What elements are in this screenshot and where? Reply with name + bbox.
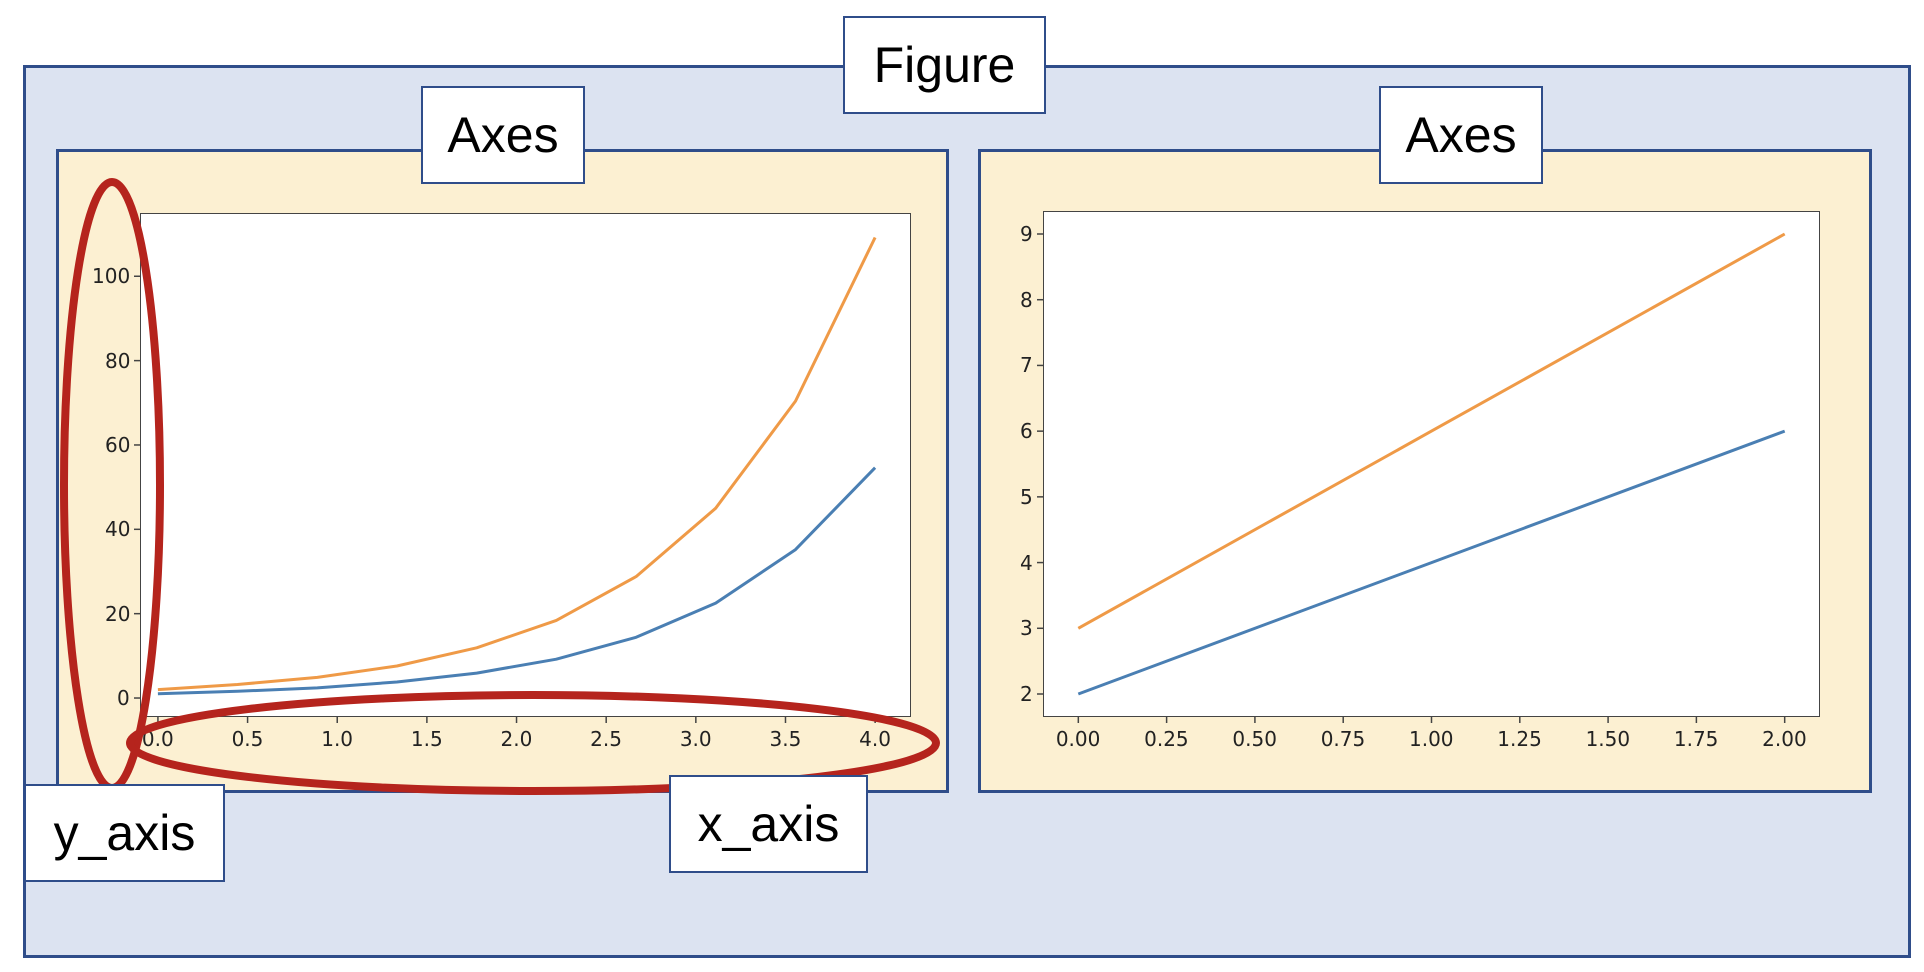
x-tick-label: 2.0 [500,727,533,751]
y-axis-label: y_axis [24,784,225,882]
y-tick-label: 20 [105,601,131,626]
x-tick-label: 2.5 [590,727,622,751]
y-tick-label: 5 [1020,484,1033,509]
figure-label: Figure [843,16,1046,114]
y-tick-label: 4 [1020,550,1033,575]
x-tick-label: 0.75 [1320,727,1366,751]
x-tick-label: 0.0 [141,727,174,751]
x-tick-label: 0.50 [1232,727,1277,751]
x-tick-label: 3.0 [679,727,712,751]
x-tick-label: 1.5 [410,727,443,751]
y-tick-label: 60 [105,432,131,457]
y-tick-label: 9 [1020,222,1033,246]
x-tick-label: 0.5 [231,727,264,751]
x-tick-label: 1.0 [321,727,354,751]
x-axis-label: x_axis [669,775,868,873]
y-tick-label: 8 [1020,287,1033,312]
x-tick-label: 0.25 [1144,727,1189,751]
x-tick-label: 2.00 [1762,727,1807,751]
axes-label-left: Axes [421,86,585,184]
axes-label-right: Axes [1379,86,1543,184]
x-tick-label: 1.50 [1585,727,1631,751]
y-tick-label: 6 [1020,419,1033,444]
y-tick-label: 2 [1020,682,1033,706]
y-tick-label: 100 [92,264,131,289]
x-tick-label: 1.00 [1409,727,1454,751]
y-tick-label: 40 [105,517,131,542]
y-tick-label: 3 [1020,616,1033,641]
y-tick-label: 0 [117,686,130,711]
x-tick-label: 1.75 [1673,727,1719,751]
y-tick-label: 80 [105,348,131,373]
x-tick-label: 1.25 [1497,727,1542,751]
plot-area-right [1043,211,1820,717]
y-tick-label: 7 [1020,353,1033,378]
x-tick-label: 3.5 [769,727,802,751]
x-tick-label: 0.00 [1055,727,1101,751]
plot-area-left [140,213,911,717]
x-tick-label: 4.0 [859,727,891,751]
